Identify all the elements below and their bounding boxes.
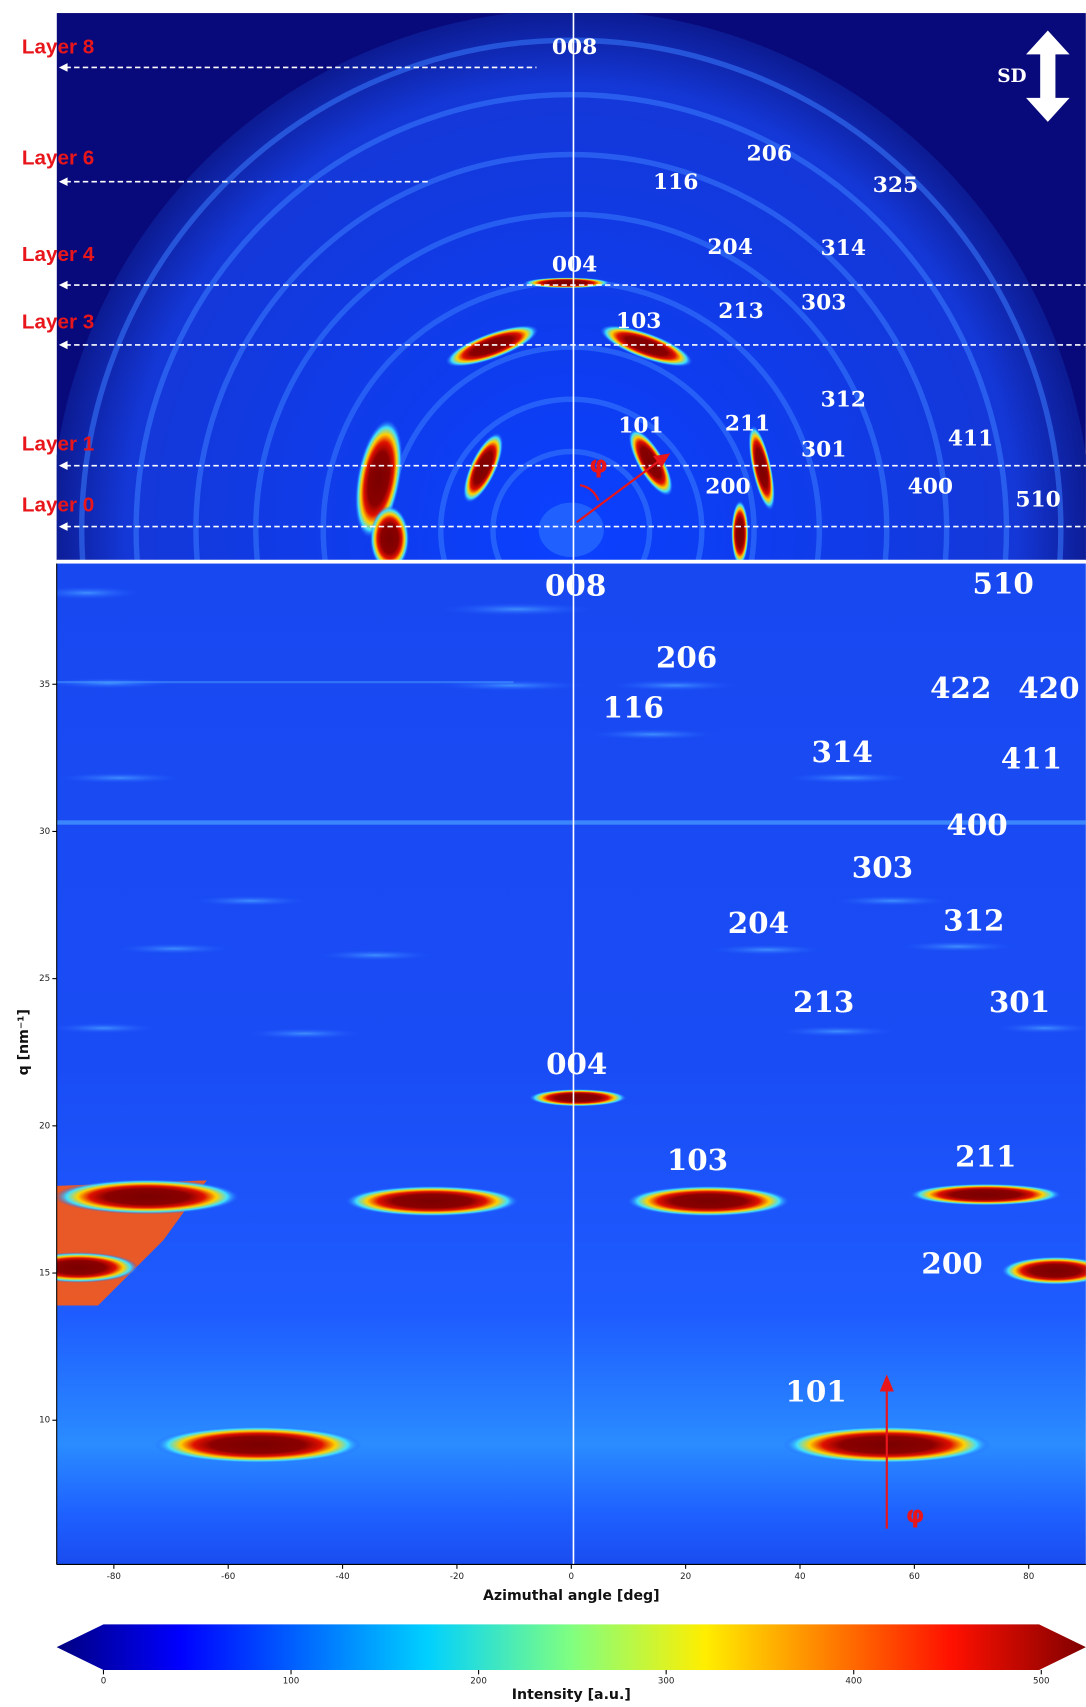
reflection-label: 204 [728, 905, 789, 940]
x-tick-label: -80 [107, 1572, 121, 1582]
reflection-label: 211 [725, 411, 770, 436]
reflection-label: 303 [801, 291, 846, 316]
colorbar-tick-label: 200 [470, 1676, 487, 1686]
y-tick-label: 30 [39, 827, 50, 837]
direction-label: SD [997, 66, 1026, 87]
layer-label: Layer 4 [22, 243, 95, 266]
reflection-label: 312 [943, 903, 1004, 938]
y-axis-label: q [nm⁻¹] [16, 1009, 32, 1075]
reflection-label: 325 [873, 173, 918, 198]
layer-label: Layer 8 [22, 35, 94, 58]
reflection-label: 510 [1015, 487, 1060, 512]
layer-label: Layer 0 [22, 493, 94, 516]
reflection-label: 101 [618, 413, 663, 438]
reflection-label: 206 [747, 141, 792, 166]
reflection-label: 206 [656, 639, 717, 674]
reflection-label: 008 [552, 35, 597, 60]
colorbar-tick-label: 300 [658, 1676, 675, 1686]
reflection-label: 103 [667, 1142, 728, 1177]
x-tick-label: 40 [794, 1572, 805, 1582]
layer-label: Layer 1 [22, 432, 94, 455]
colorbar-tick-label: 0 [101, 1676, 107, 1686]
reflection-label: 314 [821, 236, 866, 261]
angle-label: φ [906, 1501, 925, 1529]
y-tick-label: 20 [39, 1121, 50, 1131]
colorbar-label: Intensity [a.u.] [512, 1687, 631, 1703]
reflection-label: 420 [1018, 670, 1079, 705]
reflection-label: 004 [552, 252, 597, 277]
reflection-label: 411 [948, 427, 993, 452]
reflection-label: 213 [718, 299, 763, 324]
reflection-label: 200 [921, 1245, 982, 1280]
y-tick-label: 15 [39, 1269, 50, 1279]
reflection-label: 422 [930, 670, 991, 705]
y-tick-label: 35 [39, 680, 50, 690]
reflection-label: 200 [705, 474, 750, 499]
reflection-label: 312 [821, 387, 866, 412]
reflection-label: 314 [812, 734, 873, 769]
reflection-label: 411 [1001, 740, 1062, 775]
x-tick-label: -40 [335, 1572, 349, 1582]
reflection-label: 008 [545, 567, 606, 602]
colorbar-tick-label: 100 [283, 1676, 300, 1686]
layer-label: Layer 6 [22, 146, 94, 169]
reflection-label: 116 [653, 170, 698, 195]
colorbar-tick-label: 400 [845, 1676, 862, 1686]
x-tick-label: 20 [680, 1572, 691, 1582]
reflection-label: 301 [989, 984, 1050, 1019]
x-tick-label: 80 [1023, 1572, 1034, 1582]
x-tick-label: -60 [221, 1572, 235, 1582]
reflection-label: 303 [852, 849, 913, 884]
reflection-label: 510 [973, 565, 1034, 600]
angle-label: φ [589, 451, 608, 479]
y-tick-label: 10 [39, 1416, 50, 1426]
colorbar [56, 1624, 1086, 1671]
pattern-image [56, 13, 1086, 561]
reflection-label: 103 [616, 309, 661, 334]
x-axis-label: Azimuthal angle [deg] [483, 1588, 660, 1604]
x-tick-label: 60 [909, 1572, 920, 1582]
reflection-label: 213 [793, 984, 854, 1019]
x-tick-label: 0 [569, 1572, 575, 1582]
reflection-label: 204 [707, 235, 752, 260]
cake-image [56, 563, 1086, 1565]
x-tick-label: -20 [450, 1572, 464, 1582]
reflection-label: 301 [801, 437, 846, 462]
axes: -80 -60 -40 -20 0 20 40 60 80 10 15 20 25 30 35 [39, 563, 1086, 1582]
layer-label: Layer 3 [22, 311, 94, 334]
reflection-label: 400 [946, 807, 1007, 842]
reflection-label: 004 [546, 1046, 607, 1081]
reflection-label: 116 [603, 689, 664, 724]
colorbar-tick-label: 500 [1033, 1676, 1050, 1686]
reflection-label: 101 [785, 1374, 846, 1409]
reflection-label: 400 [908, 474, 953, 499]
reflection-label: 211 [955, 1139, 1016, 1174]
y-tick-label: 25 [39, 974, 50, 984]
